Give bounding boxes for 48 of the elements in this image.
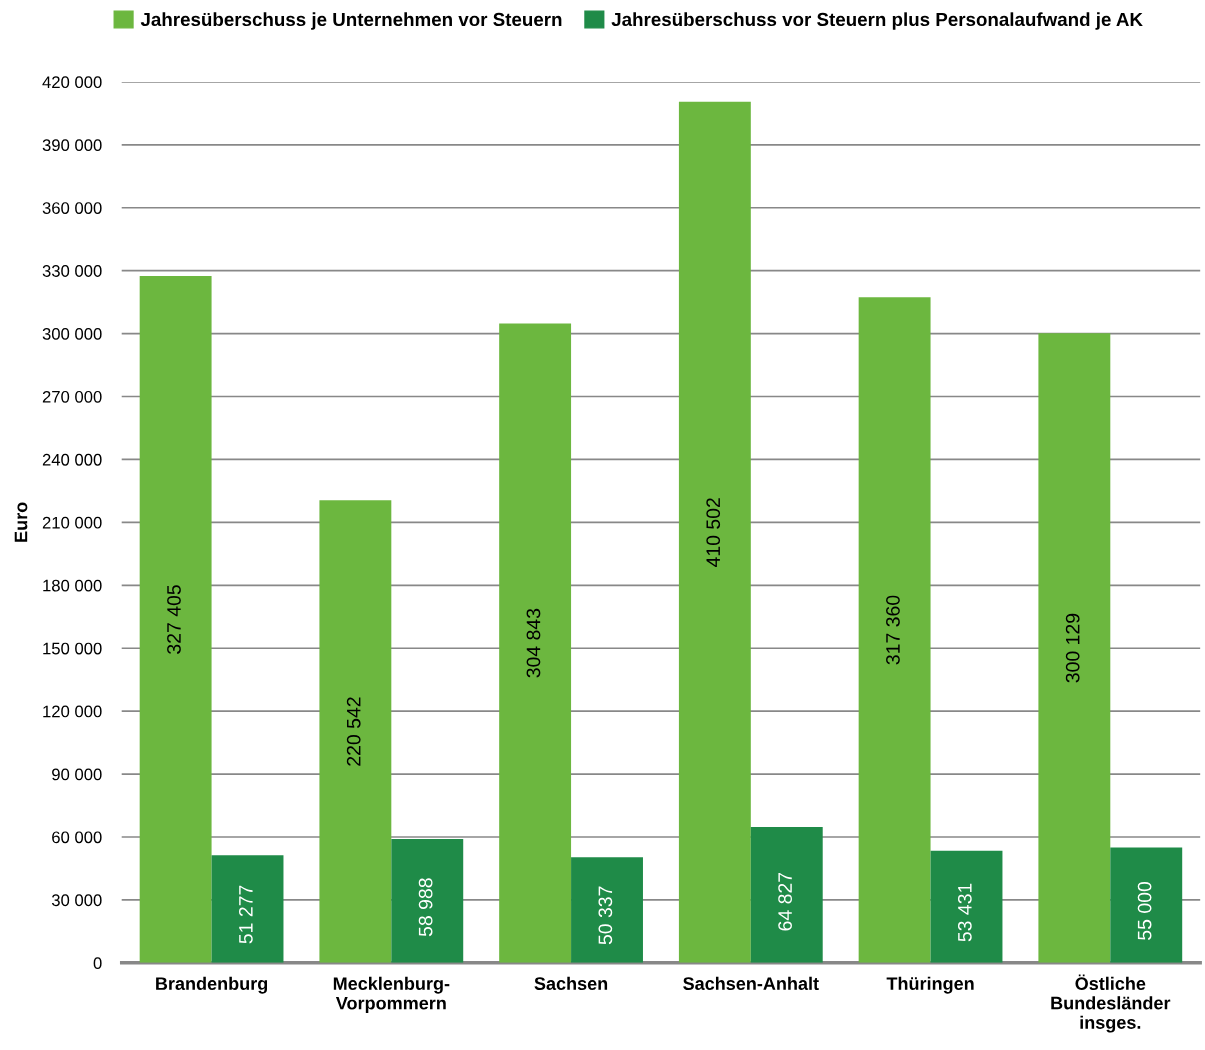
bar	[211, 855, 284, 963]
x-tick-label: Brandenburg	[156, 976, 268, 994]
bar	[1038, 333, 1111, 963]
bar	[391, 839, 464, 963]
legend-label: Jahresüberschuss vor Steuern plus Personalaufwand je AK	[611, 12, 1143, 30]
data-label: 55 000	[1137, 881, 1152, 940]
data-label: 53 431	[957, 883, 972, 942]
y-tick-label: 90 000	[52, 768, 102, 781]
data-label: 410 502	[706, 498, 721, 568]
x-tick-label: Sachsen	[534, 976, 608, 990]
data-label: 304 843	[526, 608, 541, 678]
y-tick-label: 420 000	[42, 76, 102, 89]
bar	[678, 101, 751, 963]
y-tick-label: 330 000	[42, 265, 102, 277]
y-tick-label: 60 000	[52, 831, 102, 844]
data-label: 58 988	[418, 878, 433, 937]
y-tick-label: 210 000	[42, 516, 102, 529]
data-label: 300 129	[1065, 613, 1080, 683]
x-tick-label: Östliche Bundesländer insges.	[1051, 974, 1171, 1033]
data-label: 51 277	[238, 885, 253, 944]
bar	[858, 297, 931, 963]
y-tick-label: 120 000	[43, 705, 102, 718]
x-tick-label: Sachsen-Anhalt	[683, 976, 819, 990]
bar	[750, 826, 823, 963]
data-label: 317 360	[886, 595, 900, 665]
y-tick-label: 0	[93, 957, 102, 970]
y-tick-label: 270 000	[42, 390, 102, 403]
bar	[139, 276, 212, 963]
bar	[319, 500, 392, 963]
data-label: 327 405	[167, 585, 181, 654]
y-tick-label: 180 000	[43, 579, 102, 592]
bar	[1110, 847, 1183, 963]
bar	[571, 857, 643, 963]
data-label: 64 827	[778, 872, 792, 931]
bar	[930, 850, 1003, 963]
legend-label: Jahresüberschuss je Unternehmen vor Steuern	[140, 12, 562, 30]
y-tick-label: 360 000	[42, 202, 102, 214]
y-tick-label: 300 000	[42, 328, 102, 340]
y-tick-label: 240 000	[42, 453, 102, 466]
y-tick-label: 30 000	[51, 894, 102, 907]
y-tick-label: 150 000	[43, 642, 102, 655]
y-axis-title: Euro	[14, 502, 28, 542]
data-label: 50 337	[598, 886, 613, 945]
data-label: 220 542	[346, 697, 361, 766]
x-tick-label: Mecklenburg- Vorpommern	[333, 976, 450, 1014]
y-tick-label: 390 000	[42, 139, 102, 152]
x-tick-label: Thüringen	[886, 976, 974, 994]
bar	[499, 323, 572, 963]
